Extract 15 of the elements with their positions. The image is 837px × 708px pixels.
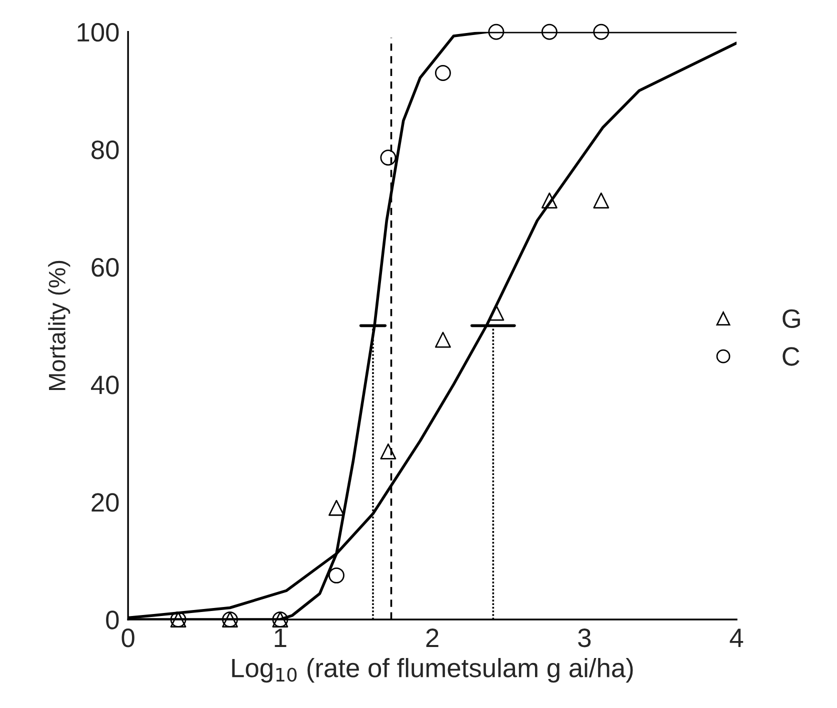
y-tick-label: 80	[92, 140, 119, 160]
x-tick-label: 1	[274, 628, 286, 647]
x-tick-label: 3	[578, 628, 591, 648]
y-tick-label: 0	[106, 610, 119, 630]
y-tick-label: 100	[78, 22, 119, 42]
y-axis-title: Mortality (%)	[48, 260, 70, 390]
x-axis-title: Log$_{10}$ (rate of flumetsulam g ai/ha)	[232, 658, 633, 683]
legend-label: C	[782, 347, 800, 366]
y-tick-label: 40	[90, 376, 119, 394]
x-tick-label: 2	[426, 628, 438, 647]
x-tick-label: 4	[730, 628, 744, 647]
legend-label: G	[782, 309, 800, 328]
y-tick-label: 20	[92, 493, 119, 512]
x-tick-label: 0	[122, 628, 134, 648]
y-tick-label: 60	[92, 258, 119, 277]
